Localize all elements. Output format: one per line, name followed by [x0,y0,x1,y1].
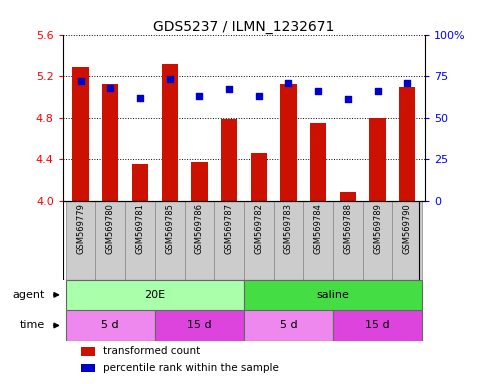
Text: transformed count: transformed count [103,346,200,356]
Bar [333,310,422,341]
Point [77,78,85,84]
Point [106,85,114,91]
Bar [81,347,96,356]
Text: GSM569779: GSM569779 [76,203,85,254]
Text: 15 d: 15 d [187,321,212,331]
Bar [221,119,237,201]
Text: GSM569782: GSM569782 [254,203,263,254]
Point [255,93,263,99]
Bar [155,201,185,280]
Text: 15 d: 15 d [365,321,390,331]
Point [314,88,322,94]
Bar [185,201,214,280]
Bar [161,64,178,201]
Text: GSM569787: GSM569787 [225,203,234,254]
Bar [132,164,148,201]
Bar [369,118,386,201]
Bar [244,310,333,341]
Point [344,96,352,103]
Text: 20E: 20E [144,290,165,300]
Bar [102,84,118,201]
Point [284,80,292,86]
Text: GSM569784: GSM569784 [313,203,323,254]
Bar [155,310,244,341]
Title: GDS5237 / ILMN_1232671: GDS5237 / ILMN_1232671 [153,20,335,33]
Text: GSM569790: GSM569790 [403,203,412,254]
Text: saline: saline [316,290,349,300]
Bar [66,310,155,341]
Bar [392,201,422,280]
Bar [214,201,244,280]
Bar [340,192,356,201]
Bar [125,201,155,280]
Bar [66,280,244,310]
Bar [280,84,297,201]
Text: GSM569780: GSM569780 [106,203,115,254]
Text: GSM569783: GSM569783 [284,203,293,254]
Text: percentile rank within the sample: percentile rank within the sample [103,363,279,373]
Bar [244,201,273,280]
Bar [310,123,327,201]
Bar [273,201,303,280]
Bar [363,201,392,280]
Point [136,95,144,101]
Bar [191,162,208,201]
Text: 5 d: 5 d [280,321,297,331]
Point [196,93,203,99]
Point [166,76,173,83]
Text: 5 d: 5 d [101,321,119,331]
Text: GSM569785: GSM569785 [165,203,174,254]
Point [374,88,382,94]
Bar [244,280,422,310]
Text: GSM569788: GSM569788 [343,203,352,254]
Bar [251,153,267,201]
Bar [96,201,125,280]
Text: agent: agent [13,290,45,300]
Bar [333,201,363,280]
Bar [303,201,333,280]
Bar [399,86,415,201]
Point [403,80,411,86]
Bar [81,364,96,372]
Text: GSM569781: GSM569781 [136,203,144,254]
Text: time: time [20,321,45,331]
Text: GSM569786: GSM569786 [195,203,204,254]
Point [225,86,233,93]
Bar [72,67,89,201]
Bar [66,201,96,280]
Text: GSM569789: GSM569789 [373,203,382,254]
